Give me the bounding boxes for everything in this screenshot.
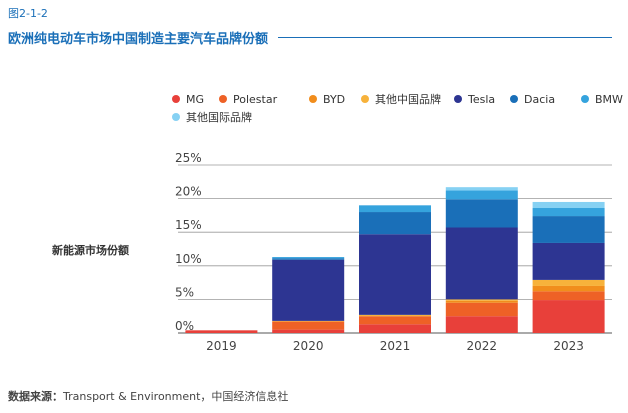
legend-swatch [361, 95, 369, 103]
bar-segment [359, 314, 431, 317]
legend-swatch [172, 95, 180, 103]
legend-swatch [219, 95, 227, 103]
y-axis-ticks: 0% 5% 10% 15% 20% 25% [175, 151, 202, 333]
bar-segment [445, 227, 518, 300]
title-divider [278, 36, 612, 38]
legend-label: 其他国际品牌 [186, 110, 252, 124]
bar-segment [532, 216, 605, 243]
data-source: 数据来源：Transport & Environment，中国经济信息社 [8, 388, 288, 404]
legend-label: BYD [323, 93, 345, 106]
y-tick-label: 20% [175, 185, 202, 199]
bar-segment [272, 257, 345, 259]
legend-swatch [510, 95, 518, 103]
y-tick-label: 10% [175, 252, 202, 266]
bar-segment [445, 190, 518, 200]
legend-label: Polestar [233, 93, 278, 106]
bar-segment [532, 285, 605, 292]
stacked-bar-chart: MG Polestar BYD 其他中国品牌 Tesla Dacia BMW 其他国际品牌 0… [52, 92, 623, 353]
legend-swatch [309, 95, 317, 103]
bar-segment [359, 324, 431, 333]
legend-swatch [454, 95, 462, 103]
y-axis-label: 新能源市场份额 [52, 243, 129, 257]
bar-segment [359, 205, 431, 213]
x-tick-label: 2023 [553, 339, 584, 353]
x-tick-label: 2020 [293, 339, 324, 353]
y-tick-label: 5% [175, 285, 194, 299]
legend-label: Dacia [524, 93, 555, 106]
bar-segment [185, 330, 258, 333]
legend-swatch [581, 95, 589, 103]
y-tick-label: 25% [175, 151, 202, 165]
source-label: 数据来源： [8, 390, 63, 403]
figure-number: 图2-1-2 [8, 7, 48, 20]
legend-label: MG [186, 93, 204, 106]
bar-segment [445, 316, 518, 333]
y-tick-label: 0% [175, 319, 194, 333]
bar-segment [445, 299, 518, 301]
bar-segment [359, 316, 431, 325]
legend-label: Tesla [467, 93, 495, 106]
legend-swatch [172, 113, 180, 121]
x-tick-label: 2021 [380, 339, 411, 353]
bar-segment [532, 279, 605, 286]
bar-segment [445, 187, 518, 191]
bar-segment [532, 201, 605, 209]
chart-title: 欧洲纯电动车市场中国制造主要汽车品牌份额 [8, 31, 269, 47]
bar-segment [532, 300, 605, 333]
bar-segment [359, 212, 431, 235]
x-tick-label: 2019 [206, 339, 237, 353]
bar-segment [532, 242, 605, 280]
bar-segment [445, 300, 518, 303]
bar-segment [272, 258, 345, 260]
bar-segment [445, 199, 518, 228]
source-text: Transport & Environment，中国经济信息社 [63, 390, 289, 403]
chart-legend: MG Polestar BYD 其他中国品牌 Tesla Dacia BMW 其他国际品牌 [172, 92, 623, 124]
bar-segment [272, 329, 345, 333]
legend-label: BMW [595, 93, 623, 106]
x-tick-label: 2022 [467, 339, 498, 353]
title-row: 欧洲纯电动车市场中国制造主要汽车品牌份额 [8, 27, 612, 47]
bar-segment [359, 234, 431, 315]
bar-segment [272, 320, 345, 322]
bar-segment [445, 302, 518, 317]
bar-segment [272, 259, 345, 321]
bar-segment [532, 291, 605, 301]
bar-segment [272, 321, 345, 330]
legend-label: 其他中国品牌 [375, 92, 441, 106]
bar-segment [532, 208, 605, 217]
bars [185, 187, 605, 333]
y-tick-label: 15% [175, 218, 202, 232]
x-axis-ticks: 2019 2020 2021 2022 2023 [206, 339, 584, 353]
